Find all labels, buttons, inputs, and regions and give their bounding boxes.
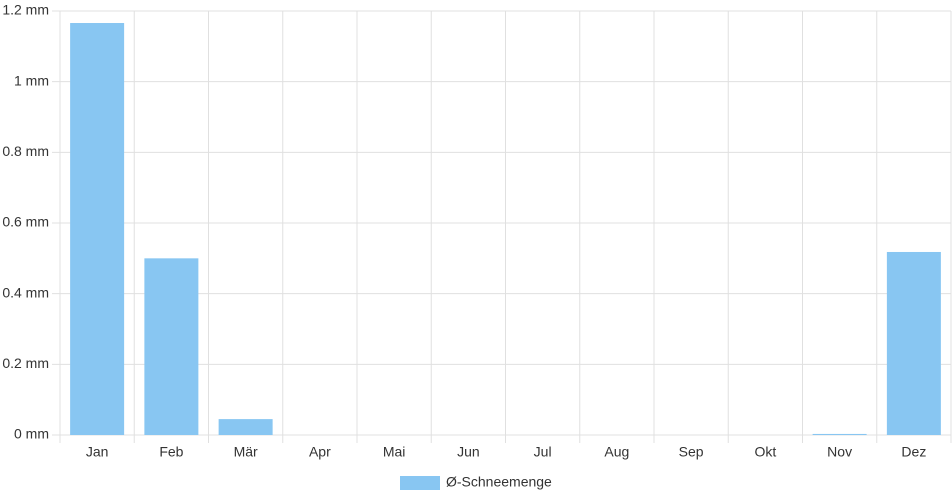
x-tick-label: Okt xyxy=(754,444,776,460)
y-tick-label: 0.2 mm xyxy=(2,355,49,371)
x-tick-label: Mär xyxy=(234,444,258,460)
x-tick-label: Mai xyxy=(383,444,406,460)
legend-label: Ø-Schneemenge xyxy=(446,474,552,490)
bar xyxy=(218,419,273,435)
y-tick-label: 1.2 mm xyxy=(2,2,49,18)
legend-swatch xyxy=(400,476,440,490)
bar xyxy=(812,433,867,435)
x-tick-label: Jan xyxy=(86,444,109,460)
x-tick-label: Apr xyxy=(309,444,331,460)
y-tick-label: 0.8 mm xyxy=(2,143,49,159)
y-tick-label: 1 mm xyxy=(14,72,49,88)
y-tick-label: 0.6 mm xyxy=(2,214,49,230)
x-tick-label: Dez xyxy=(901,444,926,460)
x-tick-label: Jun xyxy=(457,444,480,460)
x-tick-label: Aug xyxy=(604,444,629,460)
y-tick-label: 0.4 mm xyxy=(2,284,49,300)
x-tick-label: Feb xyxy=(159,444,183,460)
x-tick-label: Sep xyxy=(679,444,704,460)
x-tick-label: Jul xyxy=(534,444,552,460)
x-tick-label: Nov xyxy=(827,444,852,460)
bar xyxy=(886,251,941,435)
bar xyxy=(70,23,125,435)
y-tick-label: 0 mm xyxy=(14,426,49,442)
bar xyxy=(144,258,199,435)
